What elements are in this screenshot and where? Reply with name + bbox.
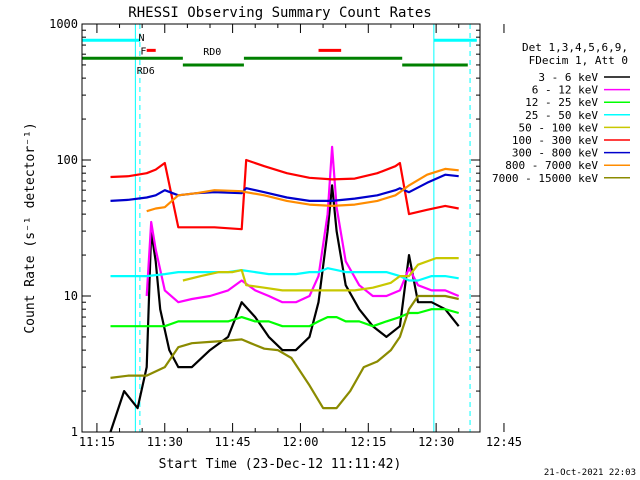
x-tick-label-5: 12:15 (350, 435, 386, 449)
series-line-3-6-kev (109, 184, 460, 433)
y-tick-label-4: 1000 (49, 17, 78, 31)
legend-label-6-12-kev: 6 - 12 keV (532, 84, 599, 97)
x-tick-label-1: 11:15 (79, 435, 115, 449)
legend-label-100-300-kev: 100 - 300 keV (512, 134, 598, 147)
x-tick-label-2: 11:30 (147, 435, 183, 449)
legend-label-25-50-kev: 25 - 50 keV (525, 109, 598, 122)
state-label-f: F (140, 46, 146, 57)
series-line-25-50-kev (110, 267, 459, 282)
timestamp: 21-Oct-2021 22:03 (544, 468, 636, 478)
legend-label-3-6-kev: 3 - 6 keV (538, 71, 598, 84)
chart-title: RHESSI Observing Summary Count Rates (128, 5, 431, 21)
y-tick-label-2: 10 (64, 289, 78, 303)
series-line-7000-15000-kev (110, 294, 459, 410)
x-tick-label-7: 12:45 (486, 435, 522, 449)
x-tick-label-4: 12:00 (282, 435, 318, 449)
x-axis-label: Start Time (23-Dec-12 11:11:42) (159, 457, 402, 472)
x-tick-label-6: 12:30 (418, 435, 454, 449)
x-tick-label-3: 11:45 (215, 435, 251, 449)
plot-frame (81, 23, 481, 433)
legend-label-12-25-kev: 12 - 25 keV (525, 96, 598, 109)
legend-label-7000-15000-kev: 7000 - 15000 keV (492, 172, 598, 185)
legend-label-300-800-kev: 300 - 800 keV (512, 147, 598, 160)
legend-header-line-2: FDecim 1, Att 0 (529, 54, 628, 67)
series-line-50-100-kev (182, 257, 459, 292)
y-tick-label-3: 100 (56, 153, 78, 167)
legend-header-line-1: Det 1,3,4,5,6,9, (522, 41, 628, 54)
series-line-800-7000-kev (146, 167, 459, 213)
series-line-300-800-kev (110, 173, 459, 202)
y-axis-label: Count Rate (s⁻¹ detector⁻¹) (23, 122, 38, 333)
state-label-rd6: RD6 (137, 66, 155, 77)
axes-layer: 11:15 11:30 11:45 12:00 12:15 12:30 12:45 1 10 10… (49, 17, 522, 449)
legend-label-800-7000-kev: 800 - 7000 keV (505, 159, 598, 172)
series-line-12-25-kev (110, 308, 459, 328)
legend-label-50-100-kev: 50 - 100 keV (519, 121, 599, 134)
y-tick-label-1: 1 (71, 425, 78, 439)
state-label-rd0: RD0 (203, 47, 221, 58)
state-label-n: N (139, 33, 145, 44)
plot-layer: NF RD0 RD6 (82, 24, 477, 433)
